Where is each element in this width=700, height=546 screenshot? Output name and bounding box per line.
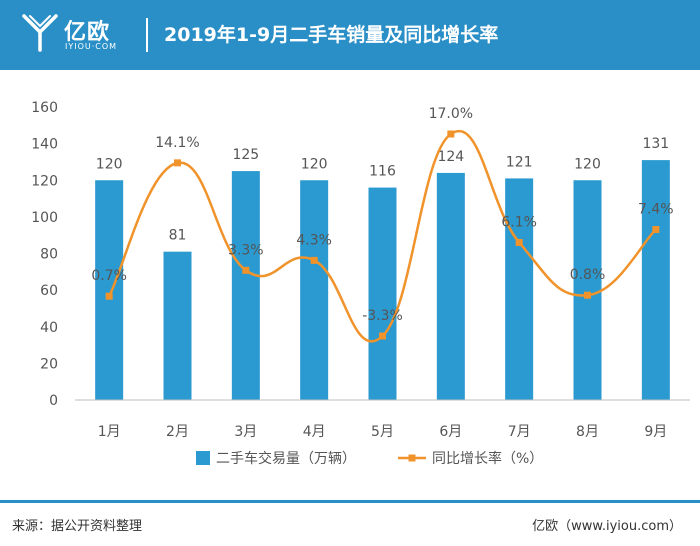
bar-data-label: 120: [301, 156, 328, 172]
line-point: [379, 332, 386, 340]
bar-data-label: 81: [169, 228, 187, 244]
logo: 亿欧 IYIOU·COM: [22, 10, 132, 60]
line-series: 0.7% 14.1% 3.3% 4.3% -3.3% 17.0% 6.1% 0.8% 7.4%: [91, 106, 674, 343]
x-tick-label: 9月: [644, 424, 667, 440]
source-note: 来源：据公开资料整理: [12, 519, 143, 534]
bar-data-label: 131: [642, 136, 669, 152]
line-point: [105, 292, 113, 300]
bar: [573, 180, 602, 400]
bar-data-label: 120: [96, 156, 123, 172]
logo-icon: [22, 14, 58, 52]
bar-data-label: 120: [574, 156, 601, 172]
bar: [231, 171, 260, 400]
line-data-label: 17.0%: [429, 106, 473, 122]
bar-series: 120 81 125 120 116 124 121 120 131: [95, 136, 670, 400]
x-tick-label: 5月: [371, 424, 394, 440]
page-title: 2019年1-9月二手车销量及同比增长率: [164, 24, 499, 46]
legend: 二手车交易量（万辆） 同比增长率（%）: [196, 450, 543, 467]
logo-text: 亿欧: [64, 20, 111, 45]
header-bar: 亿欧 IYIOU·COM 2019年1-9月二手车销量及同比增长率: [0, 0, 700, 70]
line-data-label: 0.7%: [91, 268, 127, 284]
line-point: [174, 159, 181, 167]
line-data-label: 4.3%: [296, 232, 332, 248]
legend-line-marker: [408, 454, 416, 462]
x-tick-label: 4月: [303, 424, 326, 440]
line-data-label: 3.3%: [228, 242, 264, 258]
footer-divider: [0, 500, 700, 503]
x-tick-label: 3月: [234, 424, 257, 440]
bar: [95, 180, 124, 400]
bar: [505, 178, 534, 400]
y-tick-label: 100: [31, 210, 58, 226]
line-point: [515, 238, 523, 246]
logo-subtext: IYIOU·COM: [65, 42, 118, 51]
legend-line-label: 同比增长率（%）: [432, 450, 543, 467]
line-point: [447, 130, 455, 138]
y-axis: 0 20 40 60 80 100 120 140 160: [31, 100, 58, 409]
y-tick-label: 40: [40, 320, 58, 336]
bar: [436, 172, 465, 400]
line-data-label: 6.1%: [501, 214, 537, 230]
y-tick-label: 140: [31, 137, 58, 153]
x-tick-label: 1月: [98, 424, 121, 440]
legend-bar-label: 二手车交易量（万辆）: [216, 450, 356, 467]
bar: [368, 187, 397, 400]
y-tick-label: 120: [31, 173, 58, 189]
line-point: [310, 256, 318, 264]
bar-data-label: 124: [437, 149, 464, 165]
bar: [163, 251, 192, 400]
x-tick-label: 8月: [576, 424, 599, 440]
line-data-label: 0.8%: [570, 267, 606, 283]
chart-area: 0 20 40 60 80 100 120 140 160 120 81 125 120 116 124 1…: [0, 80, 700, 480]
line-data-label: 7.4%: [638, 202, 674, 218]
bar: [641, 160, 670, 400]
x-tick-label: 7月: [508, 424, 531, 440]
header-divider: [146, 18, 148, 52]
line-data-label: -3.3%: [362, 308, 403, 324]
x-axis: 1月 2月 3月 4月 5月 6月 7月 8月 9月: [75, 399, 690, 440]
line-point: [584, 291, 591, 299]
y-tick-label: 20: [40, 356, 58, 372]
brand-footer: 亿欧（www.iyiou.com）: [532, 519, 682, 534]
y-tick-label: 60: [40, 283, 58, 299]
line-point: [652, 226, 660, 234]
y-tick-label: 80: [40, 247, 58, 263]
line-data-label: 14.1%: [155, 135, 199, 151]
x-tick-label: 6月: [439, 424, 462, 440]
y-tick-label: 0: [49, 393, 58, 409]
legend-bar-swatch: [196, 451, 210, 465]
x-tick-label: 2月: [166, 424, 189, 440]
line-point: [242, 266, 250, 274]
bar-data-label: 121: [506, 154, 533, 170]
bar-data-label: 116: [369, 164, 396, 180]
y-tick-label: 160: [31, 100, 58, 116]
bar-data-label: 125: [232, 147, 259, 163]
bar: [300, 180, 329, 400]
